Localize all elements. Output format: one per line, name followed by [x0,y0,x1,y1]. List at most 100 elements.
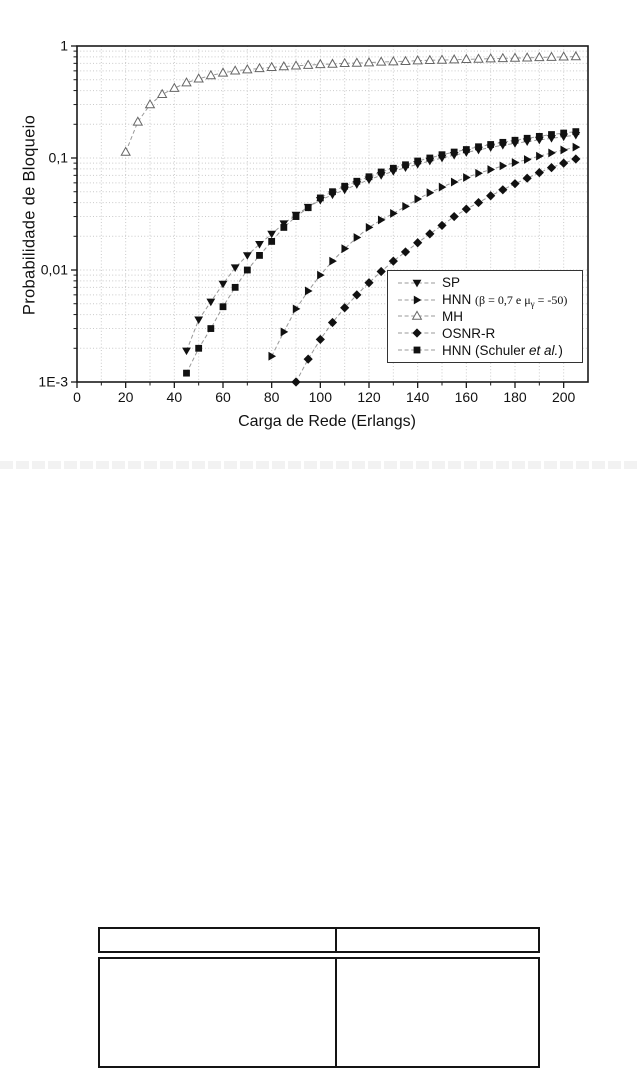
triangle-right-marker [292,304,301,314]
square-marker [572,128,580,136]
triangle-down-marker [412,279,422,288]
triangle-right-marker [268,351,277,361]
triangle-up-open-marker [411,310,423,321]
legend-label-hnn-beta: HNN (β = 0,7 e μγ = -50) [442,291,567,309]
diamond-marker [412,328,422,338]
triangle-up-open-marker [412,55,423,65]
triangle-right-marker [353,233,362,242]
triangle-up-open-marker [509,52,521,62]
square-marker [316,194,324,202]
diamond-marker [546,163,557,173]
table-header-cell-left [100,929,337,951]
series-line-hnn-beta [271,146,576,357]
triangle-up-open-marker [339,57,350,68]
legend-label-part: SP [442,275,461,291]
diamond-marker [486,191,496,201]
triangle-up-open-marker [290,60,302,70]
y-axis-title: Probabilidade de Bloqueio [20,114,39,316]
y-tick-label: 0,01 [41,262,68,278]
triangle-right-marker [402,201,410,211]
diamond-marker [413,238,423,248]
triangle-up-open-marker [132,116,144,126]
square-marker [535,132,543,140]
legend-label-part: MH [442,308,463,324]
table-body-cell-right [337,959,538,1066]
diamond-marker [498,185,508,195]
triangle-right-marker [548,148,556,158]
square-marker [353,177,361,185]
square-marker [414,157,422,165]
triangle-up-open-marker [546,51,557,61]
legend-item-hnn-schuler: HNN (Schuler et al.) [397,342,582,358]
triangle-right-marker [536,151,544,161]
square-marker [231,283,239,291]
legend-label-part: HNN [442,291,475,307]
legend-label-mh: MH [442,309,463,324]
x-tick-label: 120 [357,389,381,405]
square-marker [402,161,409,169]
triangle-down-marker [242,252,252,260]
triangle-right-marker [463,173,471,182]
series-osnr-r [291,154,581,387]
triangle-right-marker [499,161,508,171]
legend-item-mh: MH [397,308,582,324]
triangle-up-open-marker [193,73,204,83]
triangle-right-marker [414,194,423,204]
square-marker [438,151,446,159]
triangle-down-marker [206,298,216,307]
triangle-up-open-marker [351,57,363,67]
triangle-down-marker [218,280,228,289]
triangle-up-open-marker [558,51,569,61]
plot-frame [76,45,589,383]
square-marker [280,224,288,231]
square-marker [389,164,397,172]
diamond-marker [522,173,532,183]
x-tick-label: 140 [406,389,430,405]
diamond-marker [352,290,362,300]
square-marker [207,325,215,332]
table-body-cell-left [100,959,337,1066]
diamond-marker [510,179,520,189]
diamond-marker [437,220,447,231]
y-tick-label: 1 [60,38,68,54]
diamond-marker [327,317,338,328]
legend-item-osnr-r: OSNR-R [397,325,582,341]
x-tick-label: 100 [309,389,333,405]
triangle-up-open-marker [120,146,131,156]
legend-label-hnn-schuler: HNN (Schuler et al.) [442,343,563,358]
series-mh [120,50,582,156]
diamond-marker [559,158,569,168]
triangle-right-marker [341,244,350,254]
diamond-marker [315,334,325,345]
triangle-right-marker [450,177,459,187]
square-marker [450,148,458,156]
square-marker [304,204,312,212]
square-marker [548,131,555,138]
square-marker [560,129,568,137]
triangle-right-marker [317,270,325,280]
square-marker [268,238,276,245]
triangle-right-marker [438,182,447,192]
triangle-up-open-marker [570,50,582,61]
diamond-marker [303,354,313,364]
x-tick-label: 200 [552,389,576,405]
triangle-up-open-marker [534,51,545,62]
triangle-up-open-marker [242,64,253,74]
triangle-up-open-marker [169,82,180,92]
legend-sample-sp [398,279,436,288]
legend-label-part: (β = 0,7 e μ [475,292,531,307]
x-tick-label: 20 [118,389,134,405]
square-marker [487,141,495,148]
triangle-up-open-marker [388,56,399,66]
triangle-up-open-marker [302,59,314,69]
legend-label-part: ) [558,342,563,358]
square-marker [462,146,470,153]
diamond-marker [461,204,471,214]
square-marker [256,252,263,259]
diamond-marker [473,197,484,208]
triangle-down-marker [182,347,191,356]
triangle-up-open-marker [144,98,156,109]
figure-blocking-probability: 0 20 40 60 80 100 120 140 160 180 200 1 0,1 0,01 1E-3 … [0,0,638,450]
triangle-up-open-marker [205,69,217,80]
